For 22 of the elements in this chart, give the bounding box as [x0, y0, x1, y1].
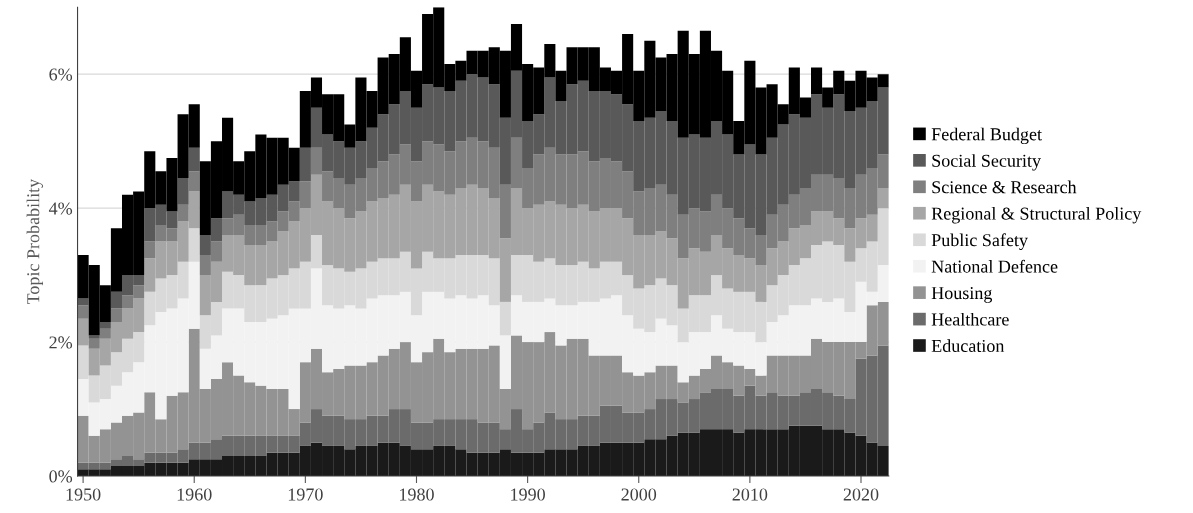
y-tick-label: 6% — [49, 68, 73, 81]
x-tick-label: 2000 — [621, 488, 657, 501]
legend-label: Regional & Structural Policy — [931, 207, 1142, 224]
x-tick-label: 2020 — [843, 488, 879, 501]
y-tick-label: 0% — [49, 470, 73, 483]
x-tick-label: 1960 — [177, 488, 212, 501]
y-axis-title: Topic Probability — [26, 178, 44, 305]
y-tick-label: 4% — [48, 202, 73, 215]
x-tick-label: 1950 — [66, 488, 101, 501]
y-tick-label: 2% — [49, 336, 73, 349]
legend-label: Healthcare — [931, 312, 1009, 326]
legend-label: Federal Budget — [931, 127, 1042, 145]
legend-label: Social Security — [932, 154, 1041, 171]
x-tick-label: 1990 — [511, 488, 545, 501]
x-tick-label: 1970 — [288, 488, 323, 501]
legend-label: Education — [931, 339, 1005, 353]
x-tick-label: 2010 — [732, 488, 768, 501]
legend-label: Science & Research — [932, 180, 1077, 194]
x-tick-label: 1980 — [400, 488, 434, 501]
legend-label: National Defence — [931, 259, 1058, 273]
legend-label: Public Safety — [931, 233, 1028, 250]
legend-label: Housing — [931, 287, 993, 303]
